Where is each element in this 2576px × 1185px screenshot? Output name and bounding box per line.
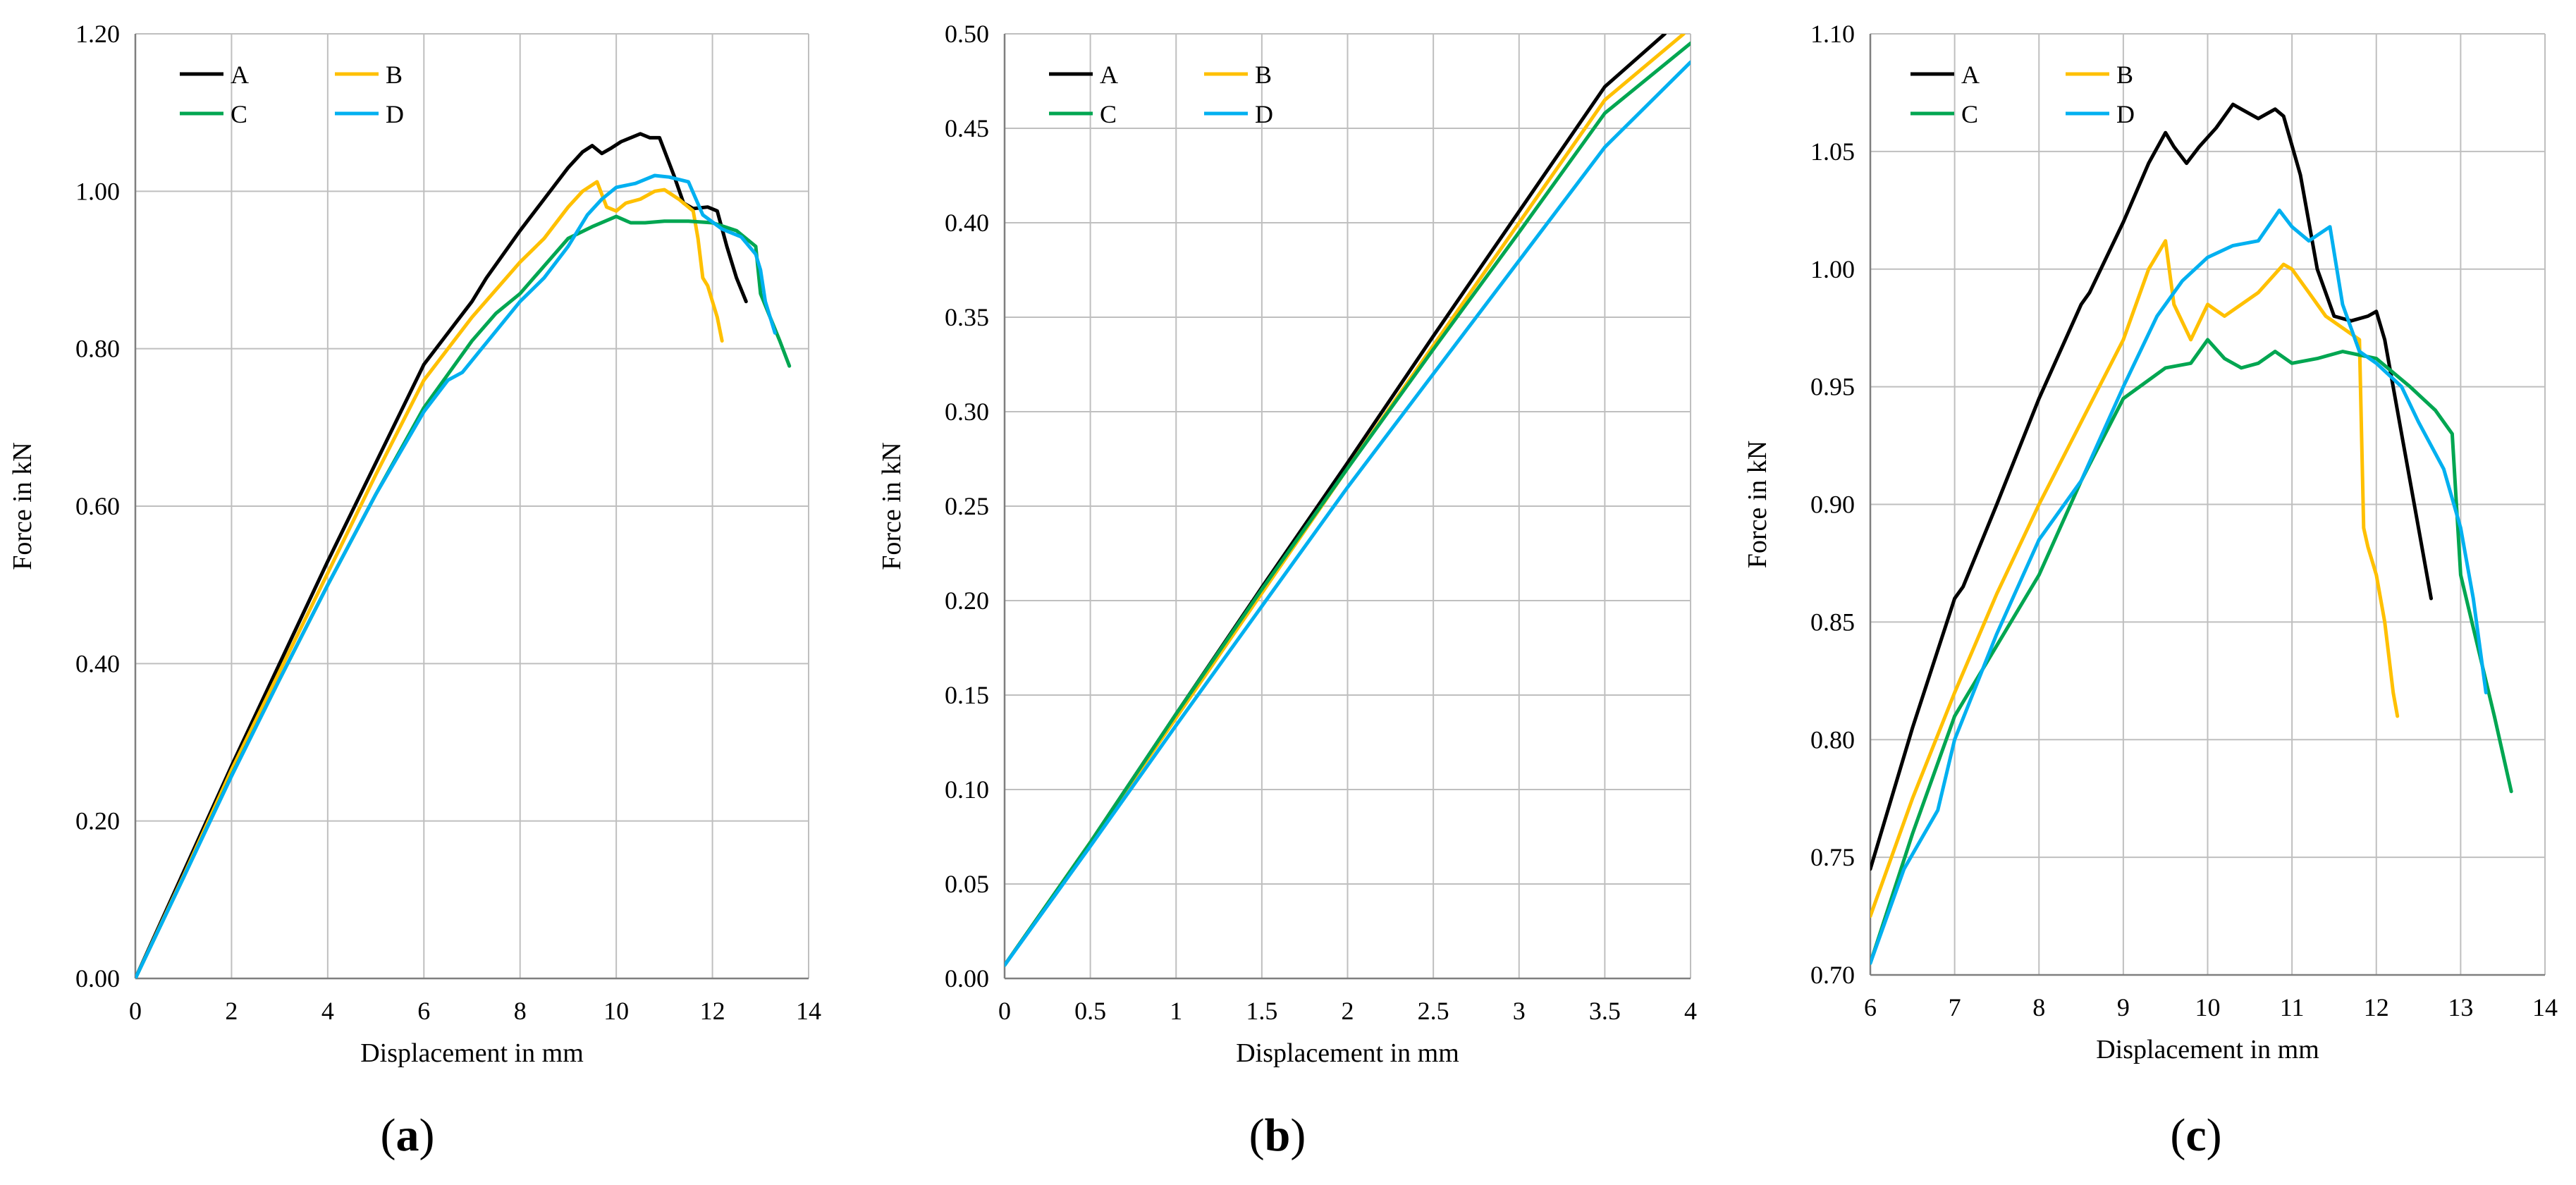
series-line-b [1870,239,2400,919]
y-tick-label: 0.75 [1810,843,1855,871]
series-line-d [1870,208,2488,965]
x-tick-label: 8 [514,997,527,1025]
x-tick-label: 4 [321,997,334,1025]
legend-label-a: A [1100,61,1118,89]
y-tick-label: 0.50 [945,20,989,48]
y-tick-label: 0.80 [75,335,120,363]
panel-label: (b) [1249,1110,1306,1161]
y-axis-title: Force in kN [8,442,37,570]
x-tick-label: 0 [998,997,1011,1025]
x-tick-label: 7 [1949,993,1961,1021]
panel-label: (c) [2170,1110,2221,1161]
legend-label-d: D [2116,100,2135,128]
y-tick-label: 1.10 [1810,20,1855,48]
legend-label-c: C [1100,100,1117,128]
x-tick-label: 6 [1864,993,1877,1021]
y-tick-label: 0.90 [1810,491,1855,519]
x-tick-label: 10 [603,997,629,1025]
x-axis-title: Displacement in mm [1236,1038,1459,1068]
x-tick-label: 12 [2364,993,2389,1021]
y-tick-label: 1.00 [75,177,120,205]
chart-c: 6 7 8 9 10 11 12 13 14 0.70 0.75 0.80 0.85 0.90 0.95 1.… [1743,20,2558,1161]
y-tick-label: 0.60 [75,492,120,520]
x-tick-label: 14 [796,997,821,1025]
x-tick-label: 1 [1170,997,1182,1025]
x-tick-label: 8 [2032,993,2045,1021]
y-tick-label: 0.95 [1810,373,1855,401]
legend-label-b: B [386,61,403,89]
x-tick-label: 6 [417,997,430,1025]
legend-label-b: B [2116,61,2133,89]
x-tick-label: 3.5 [1589,997,1621,1025]
series-line-a [135,132,748,978]
y-tick-label: 0.00 [945,964,989,993]
y-tick-label: 0.45 [945,114,989,142]
x-tick-label: 12 [700,997,725,1025]
x-tick-label: 1.5 [1246,997,1277,1025]
series-line-d [135,173,777,978]
legend-label-b: B [1255,61,1272,89]
x-tick-label: 2.5 [1418,997,1449,1025]
y-tick-label: 0.40 [75,649,120,677]
y-tick-label: 1.00 [1810,255,1855,283]
y-tick-label: 0.25 [945,492,989,520]
legend-label-a: A [231,61,249,89]
x-tick-label: 9 [2117,993,2130,1021]
y-tick-label: 0.15 [945,681,989,709]
series-line-c [1870,338,2513,965]
legend-label-c: C [231,100,247,128]
legend-label-c: C [1961,100,1978,128]
y-tick-label: 0.20 [945,587,989,615]
y-tick-label: 0.20 [75,807,120,835]
x-axis-title: Displacement in mm [360,1038,584,1068]
x-tick-label: 0 [129,997,142,1025]
legend-label-d: D [1255,100,1273,128]
x-tick-label: 10 [2195,993,2221,1021]
x-tick-label: 2 [225,997,238,1025]
y-tick-label: 0.40 [945,209,989,237]
y-axis-title: Force in kN [877,442,907,570]
x-tick-label: 4 [1684,997,1697,1025]
series-line-d [1005,60,1691,967]
panel-label: (a) [381,1110,435,1161]
y-tick-label: 1.20 [75,20,120,48]
x-tick-label: 2 [1342,997,1354,1025]
legend-label-d: D [386,100,404,128]
series-line-c [1005,41,1691,967]
y-tick-label: 0.35 [945,303,989,331]
y-tick-label: 0.70 [1810,961,1855,989]
y-tick-label: 0.80 [1810,725,1855,754]
series-line-b [135,180,724,978]
y-tick-label: 1.05 [1810,137,1855,166]
x-tick-label: 3 [1513,997,1526,1025]
chart-a: 0 2 4 6 8 10 12 14 0.00 0.20 0.40 0.60 0.80 1.00 1.20 A… [8,20,821,1161]
x-tick-label: 14 [2532,993,2558,1021]
y-tick-label: 0.85 [1810,608,1855,636]
y-tick-label: 0.05 [945,870,989,898]
y-tick-label: 0.10 [945,775,989,804]
y-tick-label: 0.00 [75,964,120,993]
chart-b: 0 0.5 1 1.5 2 2.5 3 3.5 4 0.00 0.05 0.10 0.15 0.20 0.2… [877,20,1697,1161]
x-tick-label: 13 [2448,993,2473,1021]
x-tick-label: 0.5 [1074,997,1106,1025]
series-line-a [1870,102,2433,871]
y-axis-title: Force in kN [1743,441,1772,569]
legend-label-a: A [1961,61,1980,89]
x-axis-title: Displacement in mm [2096,1035,2319,1064]
y-tick-label: 0.30 [945,398,989,426]
x-tick-label: 11 [2280,993,2305,1021]
